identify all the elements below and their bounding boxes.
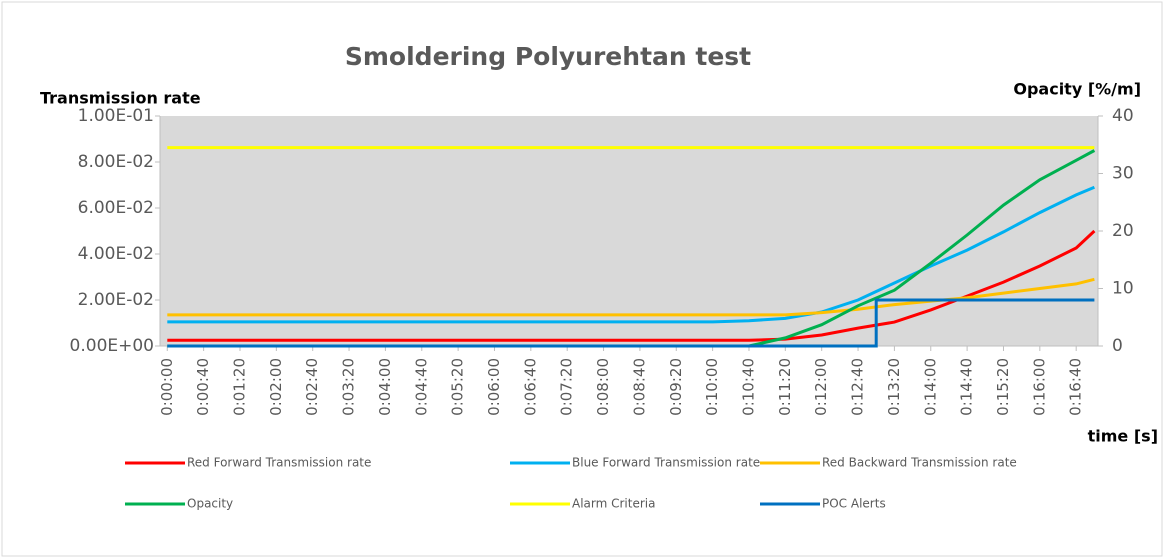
series-line bbox=[167, 185, 1095, 324]
y-axis-label: Transmission rate bbox=[40, 89, 201, 108]
y2-tick-label: 20 bbox=[1112, 221, 1134, 241]
y2-tick-label: 30 bbox=[1112, 164, 1134, 184]
y-tick-label: 1.00E-01 bbox=[78, 106, 154, 126]
series-line bbox=[167, 298, 1095, 348]
x-tick-label: 0:13:20 bbox=[885, 358, 903, 416]
y-tick-label: 8.00E-02 bbox=[78, 152, 154, 172]
y2-tick-label: 40 bbox=[1112, 106, 1134, 126]
y-tick-label: 6.00E-02 bbox=[78, 198, 154, 218]
x-tick-label: 0:14:00 bbox=[921, 358, 939, 416]
legend-label: Red Backward Transmission rate bbox=[822, 456, 1017, 470]
x-tick-label: 0:10:40 bbox=[739, 358, 757, 416]
x-tick-label: 0:04:00 bbox=[376, 358, 394, 416]
x-tick-label: 0:01:20 bbox=[230, 358, 248, 416]
y-tick-label: 0.00E+00 bbox=[70, 336, 154, 356]
x-tick-label: 0:02:40 bbox=[303, 358, 321, 416]
x-tick-label: 0:08:40 bbox=[630, 358, 648, 416]
y2-tick-label: 10 bbox=[1112, 279, 1134, 299]
legend-label: Red Forward Transmission rate bbox=[187, 456, 371, 470]
x-tick-label: 0:16:00 bbox=[1030, 358, 1048, 416]
x-tick-label: 0:08:00 bbox=[594, 358, 612, 416]
x-tick-label: 0:16:40 bbox=[1067, 358, 1085, 416]
legend-label: Blue Forward Transmission rate bbox=[572, 456, 760, 470]
y-tick-label: 4.00E-02 bbox=[78, 244, 154, 264]
x-tick-label: 0:04:40 bbox=[412, 358, 430, 416]
x-tick-label: 0:06:40 bbox=[521, 358, 539, 416]
y-tick-label: 2.00E-02 bbox=[78, 290, 154, 310]
x-tick-label: 0:00:40 bbox=[194, 358, 212, 416]
x-tick-label: 0:14:40 bbox=[958, 358, 976, 416]
x-axis-label: time [s] bbox=[1088, 427, 1158, 446]
x-tick-label: 0:06:00 bbox=[485, 358, 503, 416]
x-tick-label: 0:11:20 bbox=[776, 358, 794, 416]
x-tick-label: 0:15:20 bbox=[994, 358, 1012, 416]
x-tick-label: 0:07:20 bbox=[558, 358, 576, 416]
legend-label: POC Alerts bbox=[822, 497, 886, 511]
y2-tick-label: 0 bbox=[1112, 336, 1123, 356]
x-tick-label: 0:09:20 bbox=[667, 358, 685, 416]
x-tick-label: 0:02:00 bbox=[267, 358, 285, 416]
plot-area bbox=[160, 116, 1098, 346]
x-tick-label: 0:03:20 bbox=[340, 358, 358, 416]
x-tick-label: 0:10:00 bbox=[703, 358, 721, 416]
x-tick-label: 0:00:00 bbox=[158, 358, 176, 416]
x-tick-label: 0:12:40 bbox=[849, 358, 867, 416]
legend-label: Opacity bbox=[187, 497, 233, 511]
chart-title: Smoldering Polyurehtan test bbox=[345, 42, 751, 71]
x-tick-label: 0:12:00 bbox=[812, 358, 830, 416]
x-tick-label: 0:05:20 bbox=[449, 358, 467, 416]
legend-label: Alarm Criteria bbox=[572, 497, 655, 511]
y2-axis-label: Opacity [%/m] bbox=[1013, 80, 1141, 99]
